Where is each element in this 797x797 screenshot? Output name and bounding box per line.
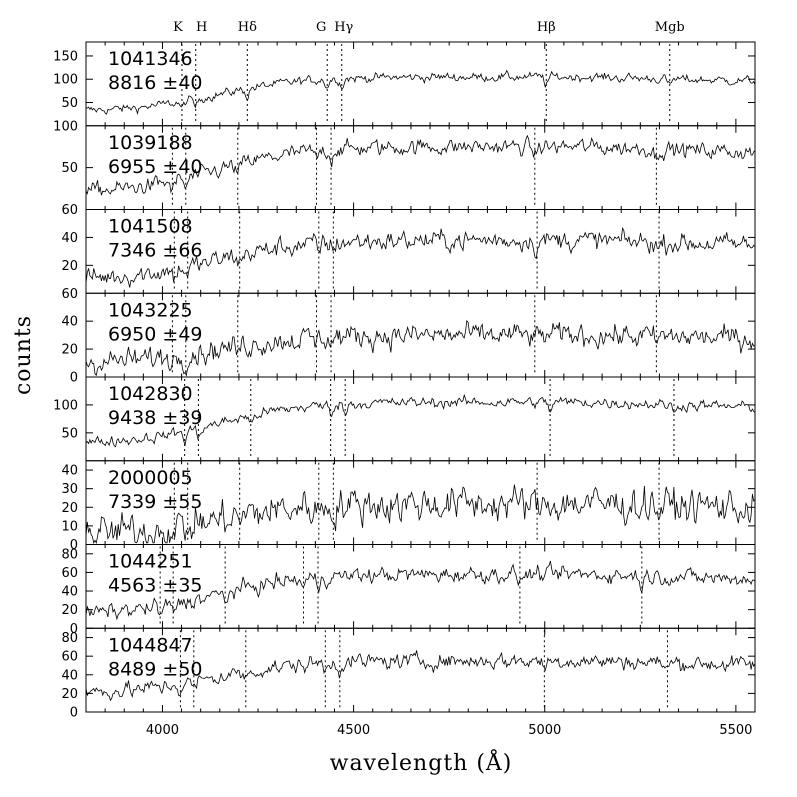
- y-tick-label: 80: [61, 547, 78, 562]
- line-label-5: Hβ: [537, 20, 556, 35]
- panel-id-label: 1039188: [108, 132, 193, 154]
- panel-id-label: 1042830: [108, 383, 193, 405]
- line-label-1: H: [196, 20, 207, 35]
- panel-velocity-label: 6955 ±40: [108, 156, 203, 178]
- line-label-4: Hγ: [334, 20, 353, 35]
- y-tick-label: 0: [70, 538, 78, 553]
- y-tick-label: 40: [61, 315, 78, 330]
- y-axis-title: counts: [11, 315, 36, 395]
- y-tick-label: 60: [61, 650, 78, 665]
- line-label-3: G: [316, 20, 326, 35]
- spectrum-line: [85, 560, 756, 621]
- panel-velocity-label: 8489 ±50: [108, 658, 203, 680]
- panel-velocity-label: 9438 ±39: [108, 407, 203, 429]
- spectrum-line: [85, 134, 756, 196]
- spectrum-line: [85, 484, 756, 544]
- x-tick-label: 4500: [337, 723, 370, 738]
- panel-velocity-label: 6950 ±49: [108, 323, 203, 345]
- y-tick-label: 20: [61, 501, 78, 516]
- panel-velocity-label: 4563 ±35: [108, 575, 203, 597]
- x-axis-title: wavelength (Å): [330, 748, 513, 776]
- x-tick-label: 4000: [146, 723, 179, 738]
- line-label-2: Hδ: [238, 20, 257, 35]
- y-tick-label: 150: [53, 49, 78, 64]
- panel-id-label: 1041346: [108, 48, 193, 70]
- panel-frame: [85, 627, 756, 713]
- x-tick-label: 5000: [528, 723, 561, 738]
- y-tick-label: 0: [70, 371, 78, 386]
- y-tick-label-top: 60: [61, 203, 78, 218]
- y-tick-label: 40: [61, 668, 78, 683]
- panel-id-label: 1044251: [108, 551, 193, 573]
- panel-velocity-label: 7346 ±66: [108, 240, 203, 262]
- panel-id-label: 1044847: [108, 634, 193, 656]
- y-tick-label: 40: [61, 464, 78, 479]
- y-tick-label-top: 60: [61, 287, 78, 302]
- y-tick-label: 50: [61, 426, 78, 441]
- y-tick-label-top: 100: [53, 119, 78, 134]
- panel-velocity-label: 8816 ±40: [108, 72, 203, 94]
- line-label-6: Mgb: [655, 20, 685, 35]
- y-tick-label: 80: [61, 631, 78, 646]
- y-tick-label: 20: [61, 259, 78, 274]
- y-tick-label: 50: [61, 96, 78, 111]
- y-tick-label: 20: [61, 343, 78, 358]
- y-tick-label: 20: [61, 687, 78, 702]
- x-tick-label: 5500: [719, 723, 752, 738]
- panel-id-label: 2000005: [108, 467, 193, 489]
- y-tick-label: 50: [61, 161, 78, 176]
- spectrum-line: [85, 393, 756, 448]
- panel-velocity-label: 7339 ±55: [108, 491, 203, 513]
- line-label-0: K: [173, 20, 183, 35]
- y-tick-label: 0: [70, 706, 78, 721]
- y-tick-label: 30: [61, 482, 78, 497]
- y-tick-label: 40: [61, 585, 78, 600]
- panel-id-label: 1041508: [108, 216, 193, 238]
- y-tick-label: 100: [53, 398, 78, 413]
- y-tick-label: 20: [61, 603, 78, 618]
- y-tick-label: 40: [61, 231, 78, 246]
- spectrum-line: [85, 69, 756, 115]
- spectrum-line: [85, 650, 756, 702]
- y-tick-label: 100: [53, 73, 78, 88]
- x-axis: 4000 4500 5000 5500: [146, 723, 753, 738]
- y-tick-label: 10: [61, 519, 78, 534]
- y-tick-label: 60: [61, 566, 78, 581]
- spectral-line-labels: K H Hδ G Hγ Hβ Mgb: [173, 20, 685, 35]
- spectrum-line: [85, 226, 756, 288]
- spectrum-line: [85, 319, 756, 377]
- y-tick-label: 0: [70, 622, 78, 637]
- panel-id-label: 1043225: [108, 299, 193, 321]
